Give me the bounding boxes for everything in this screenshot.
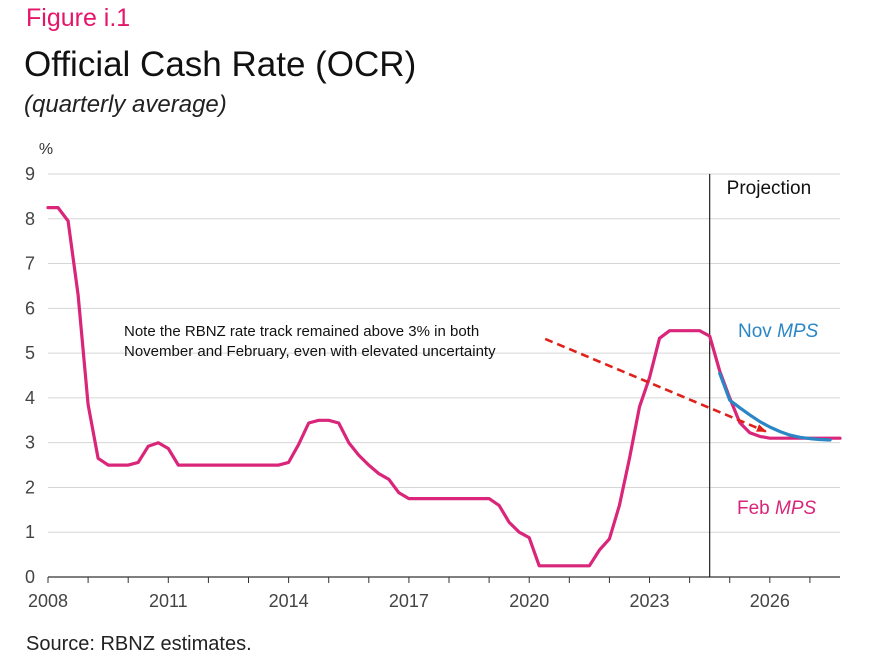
- y-axis-label: %: [39, 141, 53, 158]
- x-tick-label: 2020: [509, 591, 549, 611]
- x-tick-label: 2011: [149, 591, 188, 611]
- y-tick-label: 7: [25, 254, 35, 274]
- series-label-feb-mps: Feb MPS: [737, 498, 817, 519]
- x-tick-label: 2023: [629, 591, 669, 611]
- chart-title: Official Cash Rate (OCR): [24, 45, 417, 84]
- series-label-italic: MPS: [777, 321, 819, 342]
- projection-label: Projection: [727, 178, 812, 199]
- gridlines: [48, 173, 840, 533]
- series-label-nov-mps: Nov MPS: [738, 321, 819, 342]
- x-tick-label: 2026: [750, 591, 790, 611]
- y-tick-label: 0: [25, 567, 35, 587]
- series-line-nov-mps: [718, 371, 832, 442]
- series-line-feb-mps: [46, 206, 842, 568]
- y-tick-label: 8: [25, 209, 35, 229]
- y-tick-label: 2: [25, 477, 35, 497]
- source-note: Source: RBNZ estimates.: [26, 633, 252, 655]
- trend-arrow: [544, 337, 767, 433]
- figure-label: Figure i.1: [26, 4, 131, 32]
- series-label-italic: MPS: [775, 498, 817, 519]
- y-tick-label: 3: [25, 433, 35, 453]
- chart-subtitle: (quarterly average): [24, 91, 227, 118]
- x-tick-label: 2014: [269, 591, 309, 611]
- y-tick-label: 9: [25, 164, 35, 184]
- annotation-text-line: November and February, even with elevate…: [124, 343, 496, 360]
- y-tick-label: 5: [25, 343, 35, 363]
- annotation-text-line: Note the RBNZ rate track remained above …: [124, 323, 479, 340]
- series-lines: [46, 206, 842, 568]
- series-label-text: Feb: [737, 498, 775, 519]
- y-tick-label: 6: [25, 298, 35, 318]
- series-label-text: Nov: [738, 321, 777, 342]
- x-tick-label: 2008: [28, 591, 68, 611]
- x-tick-label: 2017: [389, 591, 429, 611]
- y-tick-label: 4: [25, 388, 35, 408]
- y-tick-label: 1: [25, 522, 35, 542]
- axes: 0 1 2 3 4 5 6 7 8 9% 2008 2011 2014 2017 2020 2023 2026: [25, 141, 840, 611]
